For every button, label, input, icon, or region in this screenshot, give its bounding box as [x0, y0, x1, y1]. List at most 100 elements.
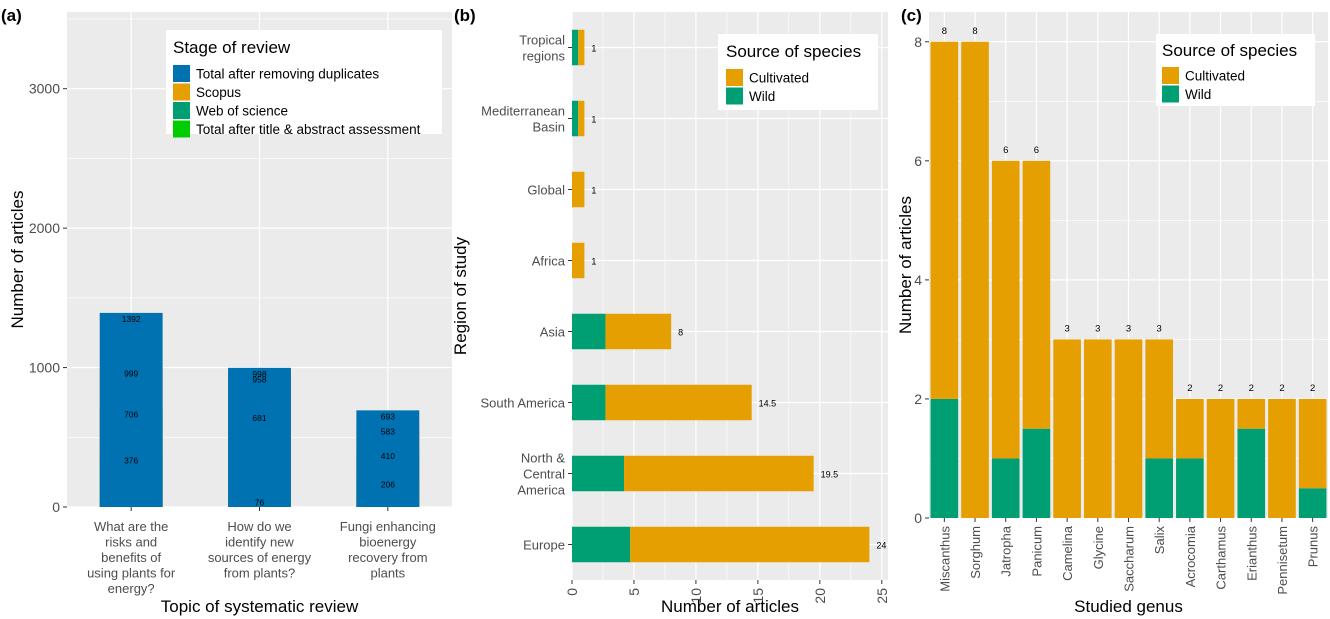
y-tick-label: Asia: [540, 325, 566, 340]
data-label: 999: [124, 369, 138, 379]
y-tick-label: 6: [914, 153, 922, 169]
bar: [1145, 339, 1174, 459]
y-tick-label: 8: [914, 34, 922, 50]
x-tick-label: Erianthus: [1244, 526, 1259, 581]
bar: [1206, 398, 1235, 518]
legend-box: [166, 30, 442, 134]
x-tick-label: Miscanthus: [937, 526, 952, 592]
total-label: 3: [1157, 323, 1162, 334]
bar: [624, 455, 814, 492]
panel-label: (c): [901, 6, 922, 25]
legend-label: Wild: [749, 89, 775, 104]
bar: [1237, 428, 1266, 518]
legend-label: Wild: [1185, 87, 1211, 102]
x-tick-label: How do we: [227, 519, 291, 534]
data-label: 681: [252, 413, 266, 423]
bar: [930, 41, 959, 399]
data-label: 706: [124, 410, 138, 420]
total-label: 3: [1095, 323, 1100, 334]
x-tick-label: plants: [370, 566, 405, 581]
y-tick-label: South America: [480, 396, 565, 411]
x-tick-label: Saccharum: [1122, 526, 1137, 592]
bar: [605, 313, 672, 350]
bar: [991, 458, 1020, 518]
bar: [572, 313, 606, 350]
total-label: 14.5: [759, 399, 777, 409]
total-label: 8: [942, 26, 947, 37]
legend-label: Cultivated: [749, 71, 809, 86]
chart-panel-a: 0 1000 2000 3000 376 706 999 1392 What are theri…: [1, 6, 452, 616]
total-label: 2: [1310, 383, 1315, 394]
y-tick-label: Tropical: [519, 33, 565, 48]
x-tick-label: Jatropha: [999, 525, 1014, 576]
x-tick-label: risks and: [105, 535, 157, 550]
x-tick-label: Acrocomia: [1183, 525, 1198, 587]
x-tick-label: 25: [874, 588, 890, 604]
data-label: 410: [381, 451, 395, 461]
y-tick-label: 4: [914, 272, 922, 288]
bar: [1022, 428, 1051, 518]
x-tick-label: Sorghum: [968, 526, 983, 579]
y-tick-label: 2: [914, 391, 922, 407]
legend-swatch: [1162, 67, 1179, 84]
total-label: 6: [1034, 145, 1039, 156]
x-tick-label: using plants for: [87, 566, 176, 581]
y-tick-label: America: [517, 483, 565, 498]
bar: [99, 312, 163, 507]
x-tick-label: from plants?: [224, 566, 296, 581]
x-tick-label: Camelina: [1060, 525, 1075, 581]
bar: [578, 100, 585, 137]
legend-title: Source of species: [1162, 41, 1297, 60]
bar: [605, 384, 752, 421]
data-label: 76: [255, 497, 265, 507]
legend-swatch: [173, 83, 190, 101]
legend-box: [718, 34, 878, 110]
bar: [572, 242, 585, 279]
total-label: 2: [1249, 383, 1254, 394]
total-label: 3: [1064, 323, 1069, 334]
x-tick-label: energy?: [108, 581, 155, 596]
legend-label: Web of science: [196, 104, 288, 119]
x-tick-label: identify new: [225, 535, 294, 550]
legend-label: Cultivated: [1185, 69, 1245, 84]
bar: [572, 171, 585, 208]
y-tick-label: 0: [914, 510, 922, 526]
x-tick-label: benefits of: [101, 550, 161, 565]
y-tick-label: 0: [52, 499, 60, 515]
x-tick-label: Prunus: [1306, 526, 1321, 568]
y-tick-label: North &: [521, 451, 565, 466]
bar: [630, 526, 870, 563]
x-tick-label: bioenergy: [359, 535, 417, 550]
legend-label: Scopus: [196, 85, 241, 100]
x-tick-label: Carthamus: [1214, 526, 1229, 590]
total-label: 6: [1003, 145, 1008, 156]
bar: [1268, 398, 1296, 518]
bar: [572, 29, 579, 66]
bar: [228, 367, 291, 507]
legend-label: Total after title & abstract assessment: [196, 122, 421, 137]
total-label: 1: [591, 257, 596, 267]
y-tick-label: regions: [522, 49, 565, 64]
bar: [1114, 339, 1143, 518]
y-tick-label: 3000: [29, 81, 60, 97]
legend-swatch: [726, 87, 743, 105]
bar: [572, 526, 631, 563]
y-tick-label: Basin: [532, 120, 565, 135]
x-tick-label: 0: [564, 588, 580, 596]
data-label: 958: [252, 374, 266, 384]
data-label: 206: [381, 479, 395, 489]
y-tick-label: 1000: [29, 360, 60, 376]
x-tick-label: Pennisetum: [1275, 526, 1290, 595]
x-tick-label: sources of energy: [208, 550, 312, 565]
bar: [1298, 488, 1327, 518]
total-label: 8: [972, 26, 977, 37]
bar: [578, 29, 585, 66]
panel-label: (b): [454, 6, 476, 25]
y-tick-label: Europe: [523, 538, 565, 553]
y-tick-label: Global: [527, 183, 565, 198]
data-label: 998: [252, 369, 266, 379]
legend-box: [1156, 34, 1315, 106]
x-tick-label: recovery from: [348, 550, 427, 565]
legend-swatch: [726, 69, 743, 86]
